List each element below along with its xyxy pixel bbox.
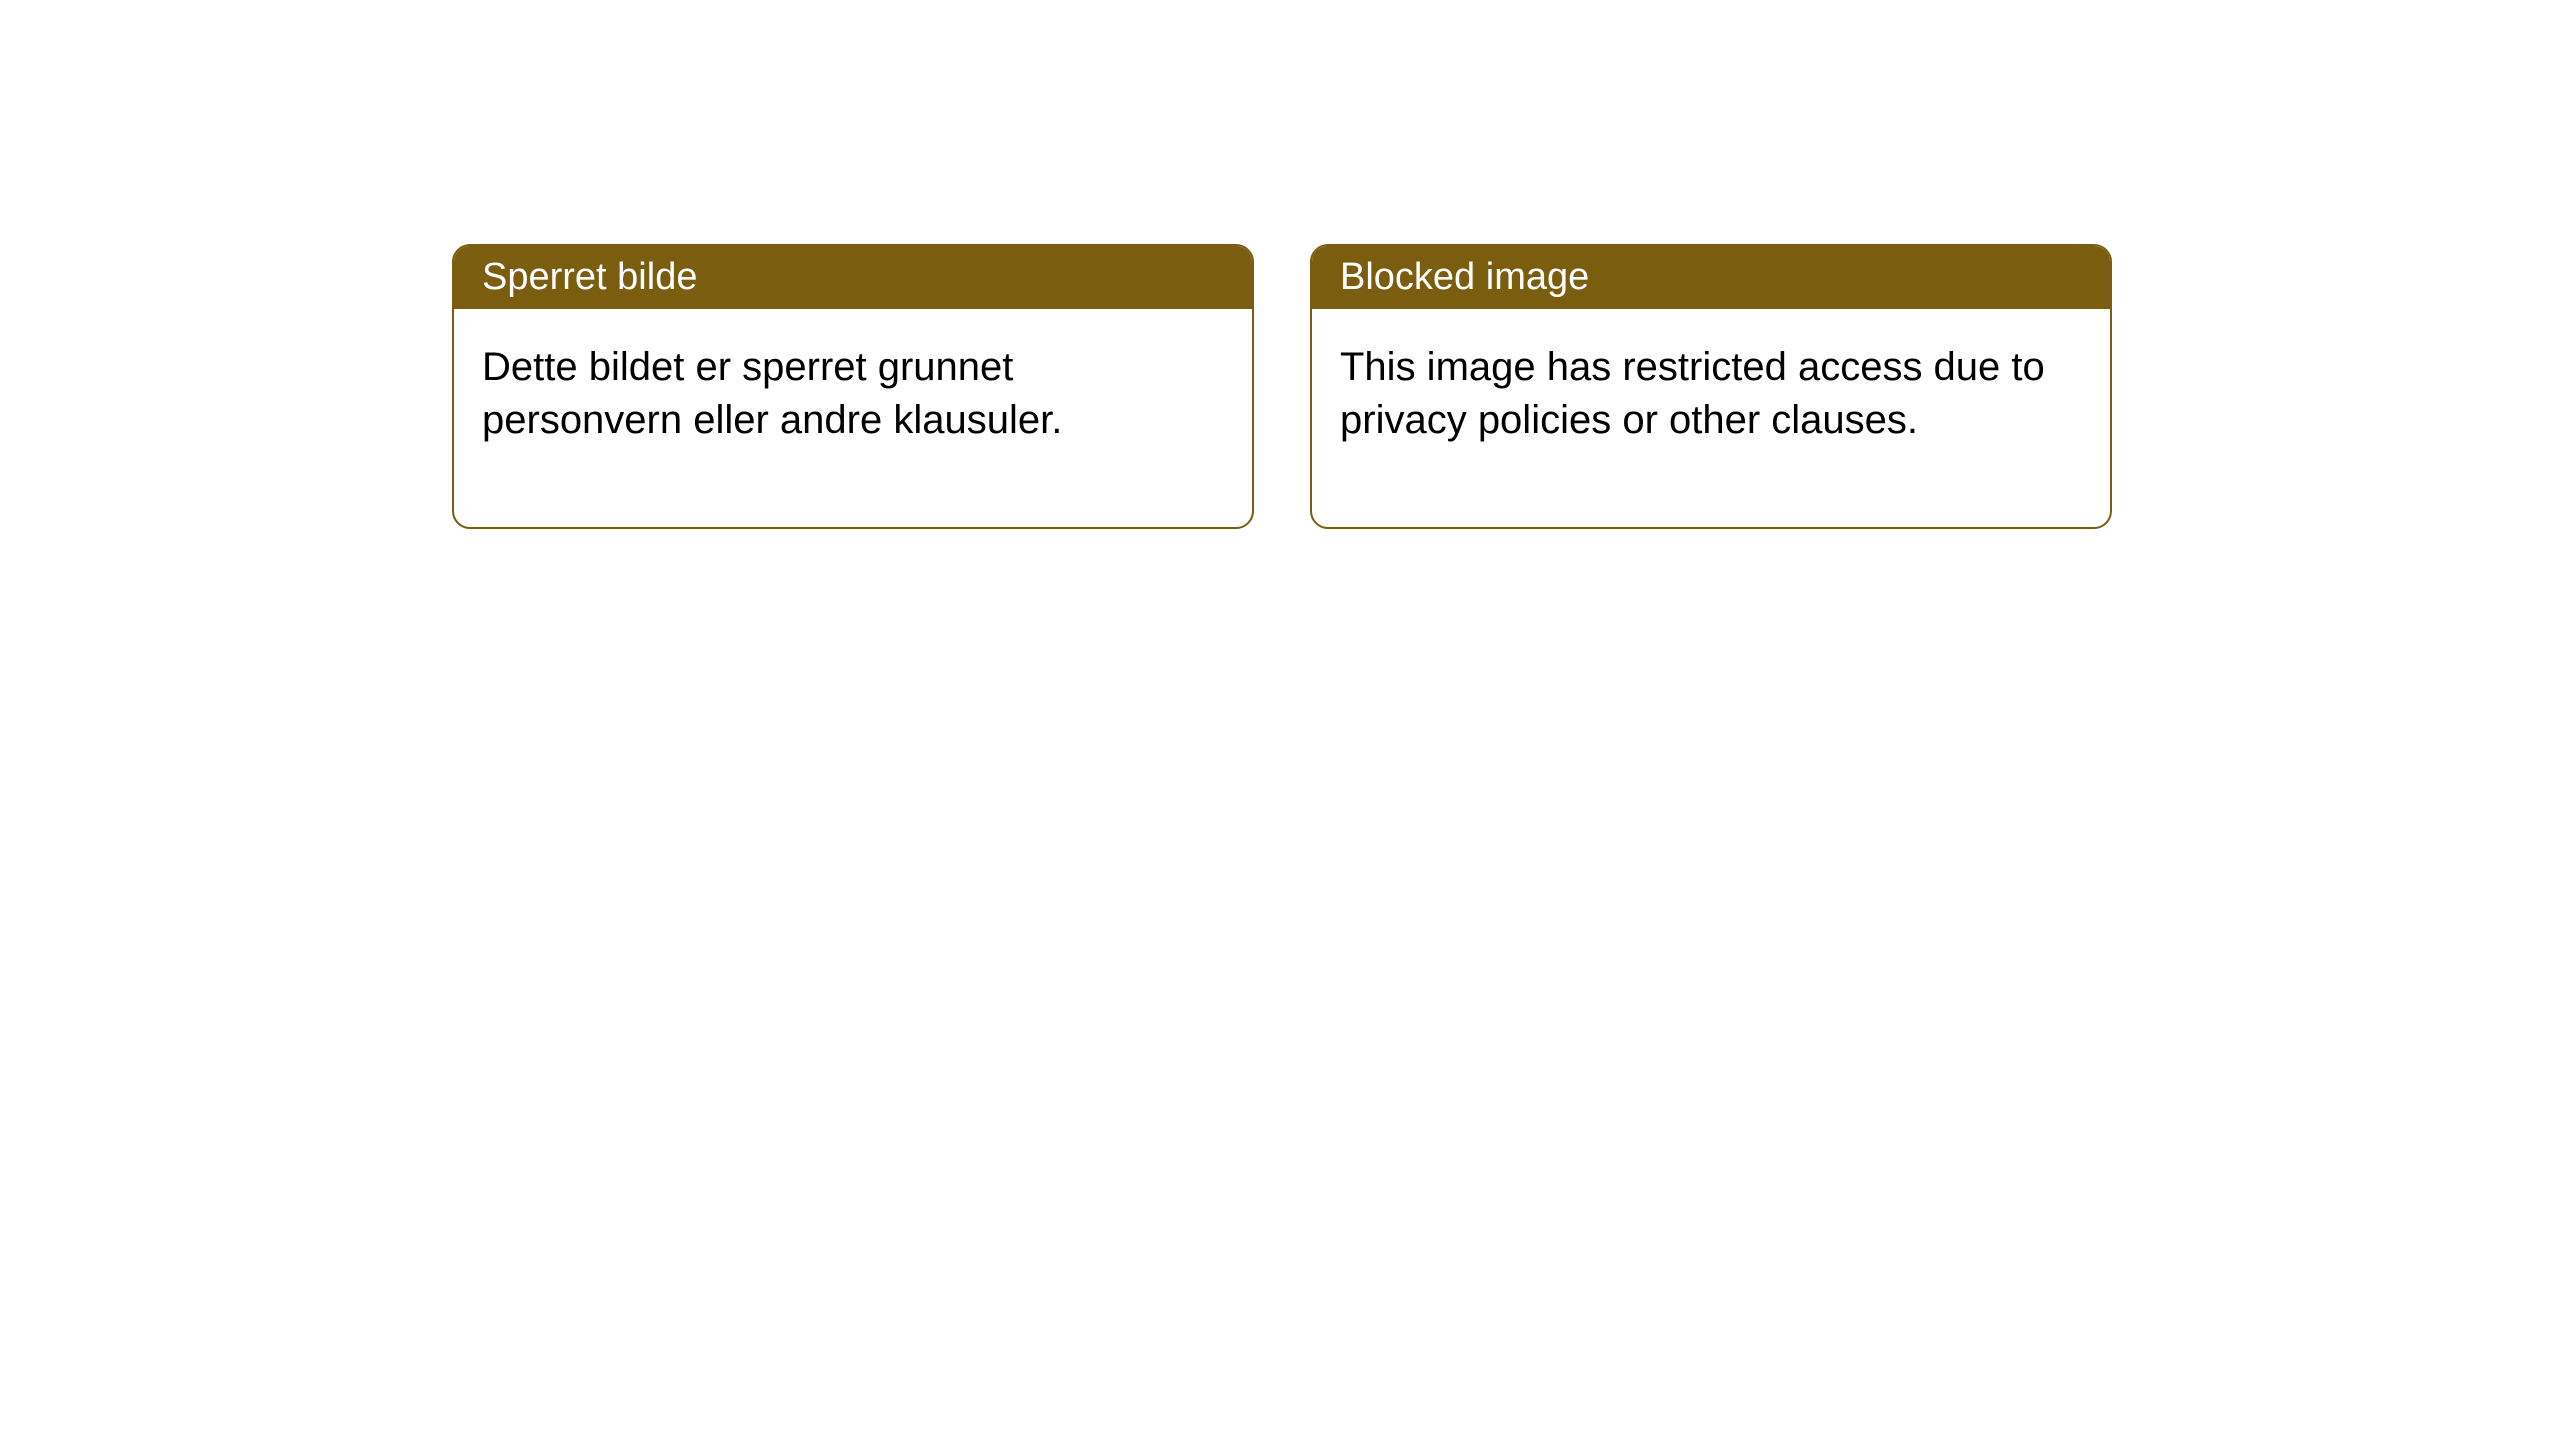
card-body-text: Dette bildet er sperret grunnet personve… bbox=[454, 309, 1252, 527]
card-body-text: This image has restricted access due to … bbox=[1312, 309, 2110, 527]
card-title: Blocked image bbox=[1312, 246, 2110, 309]
notice-cards-container: Sperret bilde Dette bildet er sperret gr… bbox=[452, 244, 2112, 529]
card-title: Sperret bilde bbox=[454, 246, 1252, 309]
notice-card-norwegian: Sperret bilde Dette bildet er sperret gr… bbox=[452, 244, 1254, 529]
notice-card-english: Blocked image This image has restricted … bbox=[1310, 244, 2112, 529]
